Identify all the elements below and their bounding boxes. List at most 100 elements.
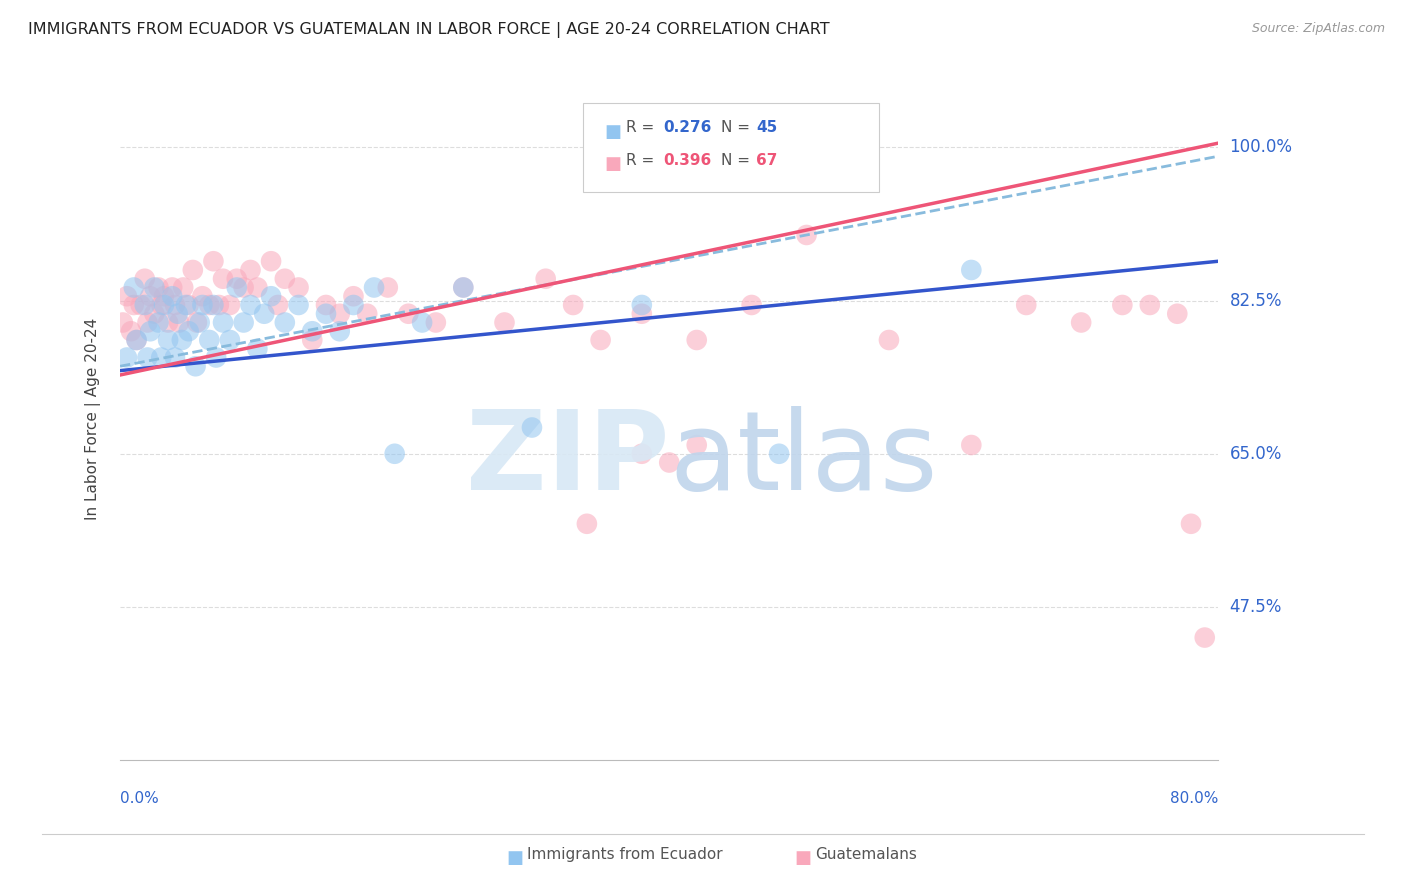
- Point: [363, 280, 385, 294]
- Text: ZIP: ZIP: [465, 406, 669, 513]
- Point: [260, 289, 283, 303]
- Point: [1070, 316, 1092, 330]
- Point: [960, 438, 983, 452]
- Text: 82.5%: 82.5%: [1230, 292, 1282, 310]
- Point: [184, 359, 207, 374]
- Point: [186, 316, 208, 330]
- Point: [384, 447, 406, 461]
- Text: 0.396: 0.396: [664, 153, 711, 168]
- Point: [136, 351, 159, 365]
- Text: 67: 67: [756, 153, 778, 168]
- Point: [153, 289, 176, 303]
- Point: [534, 271, 557, 285]
- Point: [143, 307, 166, 321]
- Text: Immigrants from Ecuador: Immigrants from Ecuador: [527, 847, 723, 863]
- Point: [754, 149, 776, 163]
- Point: [246, 342, 269, 356]
- Text: 45: 45: [756, 120, 778, 136]
- Point: [562, 298, 585, 312]
- Point: [191, 289, 214, 303]
- Point: [177, 324, 200, 338]
- Text: R =: R =: [626, 120, 659, 136]
- Y-axis label: In Labor Force | Age 20-24: In Labor Force | Age 20-24: [86, 318, 101, 520]
- Text: IMMIGRANTS FROM ECUADOR VS GUATEMALAN IN LABOR FORCE | AGE 20-24 CORRELATION CHA: IMMIGRANTS FROM ECUADOR VS GUATEMALAN IN…: [28, 22, 830, 38]
- Point: [1180, 516, 1202, 531]
- Point: [232, 316, 254, 330]
- Text: 100.0%: 100.0%: [1230, 138, 1292, 156]
- Point: [120, 324, 142, 338]
- Point: [274, 271, 297, 285]
- Point: [520, 420, 543, 434]
- Text: N =: N =: [721, 120, 755, 136]
- Point: [143, 280, 166, 294]
- Point: [167, 316, 190, 330]
- Point: [342, 289, 364, 303]
- Point: [411, 316, 433, 330]
- Point: [239, 263, 262, 277]
- Point: [425, 316, 447, 330]
- Point: [166, 307, 188, 321]
- Point: [768, 447, 790, 461]
- Text: ■: ■: [605, 123, 621, 141]
- Point: [1015, 298, 1038, 312]
- Text: ■: ■: [794, 849, 811, 867]
- Point: [115, 289, 138, 303]
- Point: [686, 333, 709, 347]
- Point: [150, 298, 173, 312]
- Point: [315, 298, 337, 312]
- Point: [157, 333, 180, 347]
- Point: [150, 351, 173, 365]
- Point: [205, 351, 228, 365]
- Text: atlas: atlas: [669, 406, 938, 513]
- Point: [658, 456, 681, 470]
- Point: [172, 280, 194, 294]
- Point: [177, 298, 200, 312]
- Point: [686, 438, 709, 452]
- Text: ■: ■: [605, 155, 621, 173]
- Point: [157, 316, 180, 330]
- Point: [198, 333, 221, 347]
- Point: [960, 263, 983, 277]
- Point: [315, 307, 337, 321]
- Point: [589, 333, 612, 347]
- Point: [239, 298, 262, 312]
- Point: [274, 316, 297, 330]
- Point: [253, 307, 276, 321]
- Text: 0.276: 0.276: [664, 120, 711, 136]
- Text: 80.0%: 80.0%: [1170, 790, 1219, 805]
- Point: [1194, 631, 1216, 645]
- Point: [170, 333, 193, 347]
- Point: [232, 280, 254, 294]
- Point: [122, 280, 145, 294]
- Text: Source: ZipAtlas.com: Source: ZipAtlas.com: [1251, 22, 1385, 36]
- Text: R =: R =: [626, 153, 659, 168]
- Point: [115, 351, 138, 365]
- Point: [148, 316, 170, 330]
- Point: [301, 324, 323, 338]
- Point: [208, 298, 231, 312]
- Point: [139, 324, 162, 338]
- Point: [219, 333, 242, 347]
- Point: [630, 307, 652, 321]
- Point: [1166, 307, 1188, 321]
- Point: [329, 324, 352, 338]
- Point: [1111, 298, 1133, 312]
- Point: [575, 516, 598, 531]
- Text: N =: N =: [721, 153, 755, 168]
- Point: [342, 298, 364, 312]
- Point: [129, 298, 152, 312]
- Text: Guatemalans: Guatemalans: [815, 847, 917, 863]
- Point: [202, 254, 225, 268]
- Point: [877, 333, 900, 347]
- Point: [727, 140, 749, 154]
- Point: [198, 298, 221, 312]
- Point: [630, 447, 652, 461]
- Point: [160, 289, 183, 303]
- Point: [225, 280, 247, 294]
- Point: [188, 316, 211, 330]
- Point: [153, 298, 176, 312]
- Point: [125, 333, 148, 347]
- Text: 0.0%: 0.0%: [120, 790, 159, 805]
- Point: [181, 263, 204, 277]
- Point: [212, 271, 235, 285]
